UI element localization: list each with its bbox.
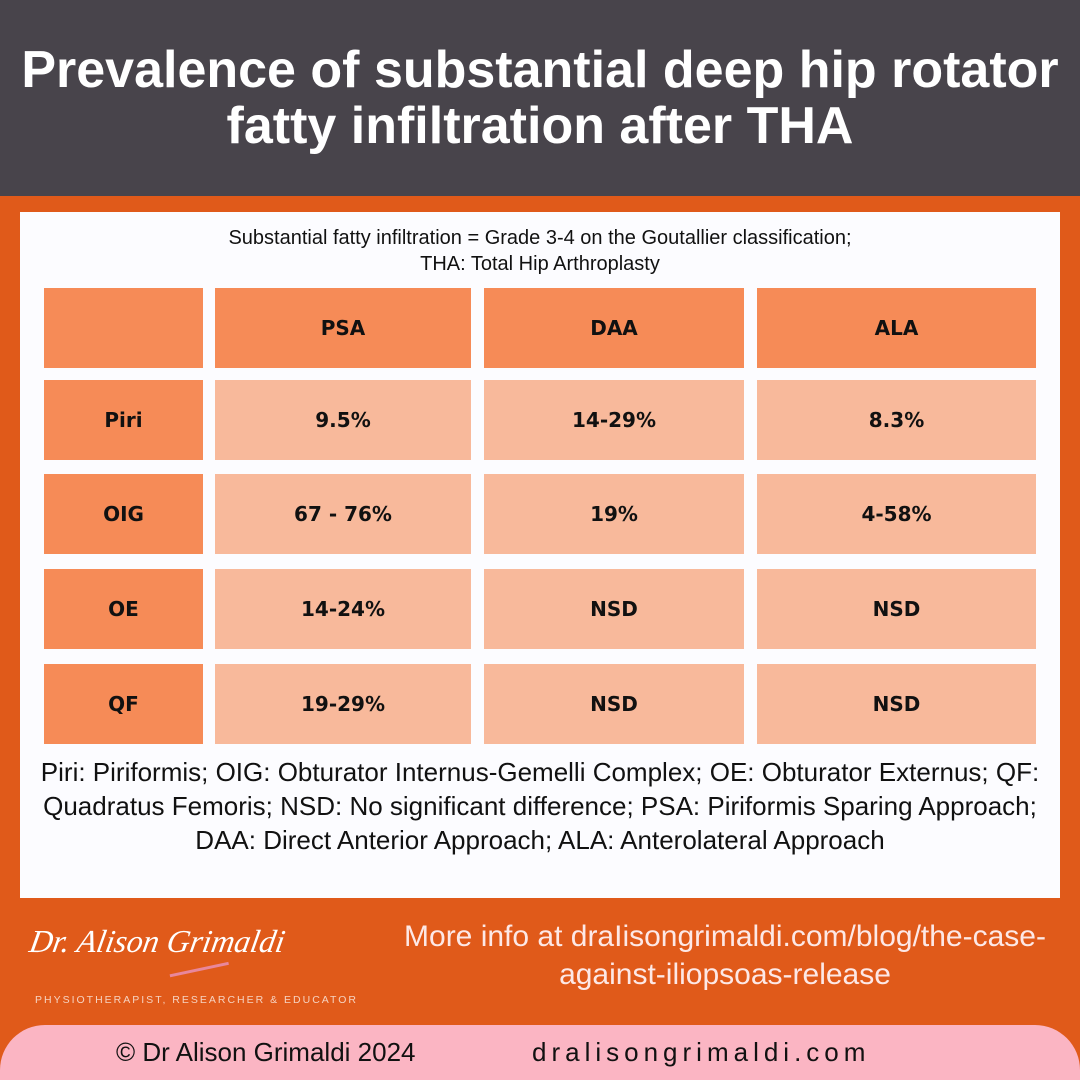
copyright: © Dr Alison Grimaldi 2024 [116,1037,416,1067]
subtitle: Substantial fatty infiltration = Grade 3… [20,225,1060,277]
row-header: OIG [44,474,203,554]
row-header: OE [44,569,203,649]
column-header: ALA [757,288,1036,368]
table-cell: 19-29% [215,664,471,744]
website-link[interactable]: dralisongrimaldi.com [532,1037,871,1067]
subtitle-line-2: THA: Total Hip Arthroplasty [420,253,660,275]
corner-cell [44,288,203,368]
table-cell: 14-24% [215,569,471,649]
logo-swoosh-icon [169,961,231,985]
row-header: Piri [44,380,203,460]
page-title: Prevalence of substantial deep hip rotat… [21,41,1059,155]
column-header: DAA [484,288,744,368]
table-cell: 19% [484,474,744,554]
table-cell: 9.5% [215,380,471,460]
table-cell: NSD [484,664,744,744]
abbreviation-legend: Piri: Piriformis; OIG: Obturator Internu… [40,757,1040,855]
more-info-link[interactable]: More info at draIisongrimaldi.com/blog/t… [404,920,1046,991]
table-cell: 67 - 76% [215,474,471,554]
table-cell: 4-58% [757,474,1036,554]
footer: © Dr Alison Grimaldi 2024 dralisongrimal… [0,1025,1080,1080]
header-banner: Prevalence of substantial deep hip rotat… [0,0,1080,196]
logo: Dr. Alison Grimaldi PHYSIOTHERAPIST, RES… [25,915,365,1015]
table-cell: NSD [757,569,1036,649]
subtitle-line-1: Substantial fatty infiltration = Grade 3… [228,227,852,249]
logo-signature: Dr. Alison Grimaldi [26,923,288,959]
logo-tagline: PHYSIOTHERAPIST, RESEARCHER & EDUCATOR [35,994,358,1006]
content-panel: Substantial fatty infiltration = Grade 3… [20,212,1060,898]
table-cell: 14-29% [484,380,744,460]
table-cell: 8.3% [757,380,1036,460]
column-header: PSA [215,288,471,368]
row-header: QF [44,664,203,744]
table-cell: NSD [484,569,744,649]
table-cell: NSD [757,664,1036,744]
